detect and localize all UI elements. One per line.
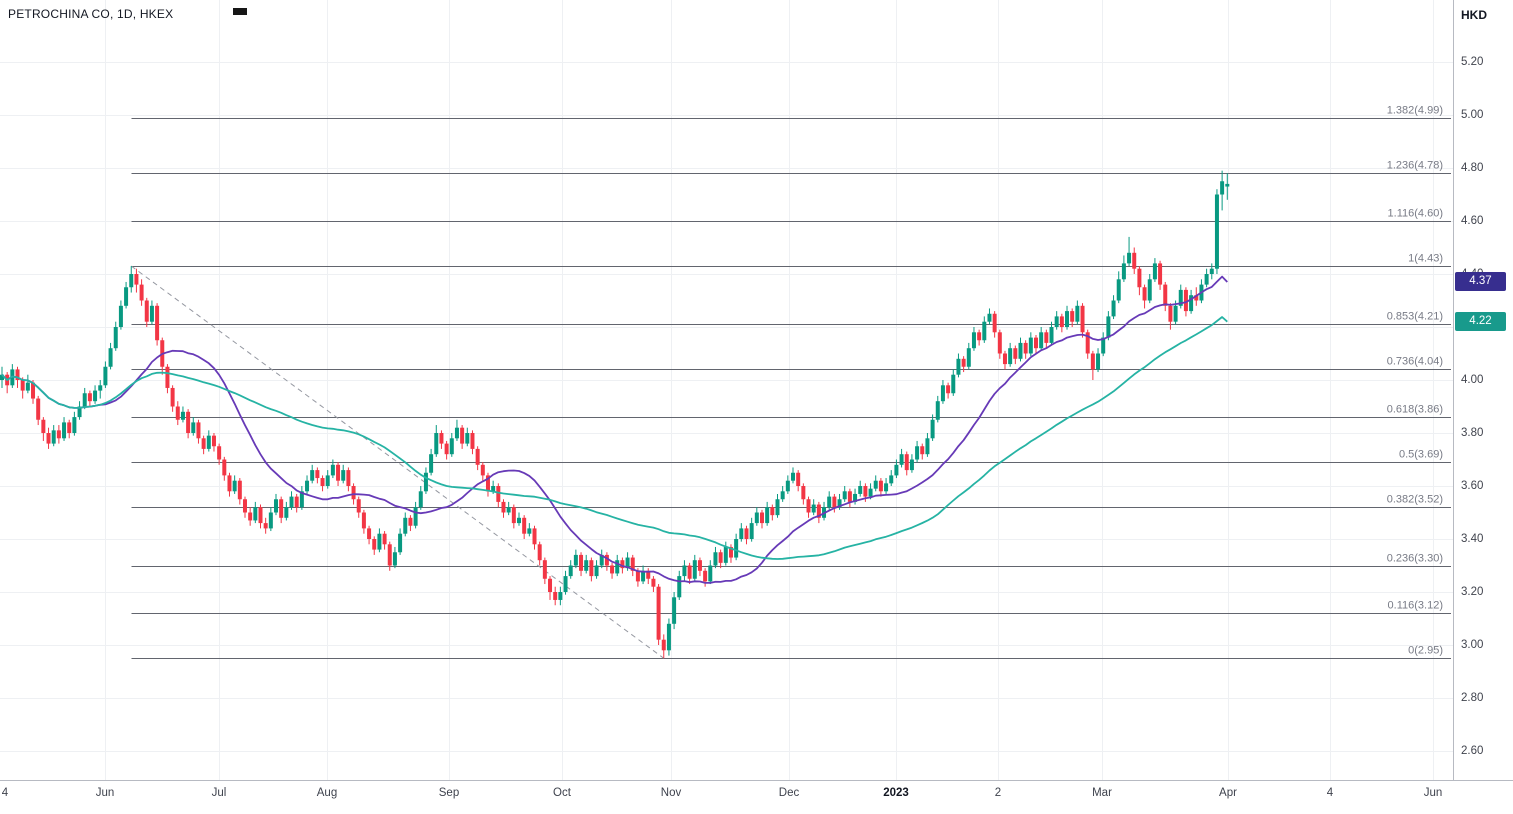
time-label[interactable]: 4: [1326, 787, 1334, 799]
price-tick: 4.80: [1461, 162, 1484, 174]
h-gridlines: [0, 62, 1453, 752]
time-label[interactable]: Jun: [1423, 787, 1443, 799]
time-label[interactable]: Jul: [211, 787, 227, 799]
currency-label: HKD: [1461, 8, 1487, 22]
time-label[interactable]: 4: [1, 787, 9, 799]
time-label[interactable]: 2: [994, 787, 1002, 799]
price-tick: 4.00: [1461, 374, 1484, 386]
price-tick: 2.60: [1461, 745, 1484, 757]
fib-level-label: 1.116(4.60): [1388, 208, 1443, 220]
candles-series[interactable]: [0, 170, 1230, 659]
price-tick: 4.60: [1461, 215, 1484, 227]
symbol-title[interactable]: PETROCHINA CO, 1D, HKEX: [8, 7, 174, 21]
fib-trendline[interactable]: [130, 265, 665, 659]
fib-levels[interactable]: 1.382(4.99) 1.236(4.78) 1.116(4.60) 1(4.43)…: [131, 105, 1451, 659]
price-tick: 5.00: [1461, 109, 1484, 121]
price-tick: 5.20: [1461, 56, 1484, 68]
fib-level-label: 0.5(3.69): [1399, 449, 1443, 461]
top-marker: [233, 8, 247, 15]
price-tick: 3.40: [1461, 533, 1484, 545]
fib-level-label: 0.382(3.52): [1387, 494, 1443, 506]
time-label[interactable]: Jun: [95, 787, 115, 799]
time-label[interactable]: Oct: [553, 787, 571, 799]
fib-level-label: 0.116(3.12): [1388, 600, 1443, 612]
ma-slow-price-badge: 4.22: [1455, 312, 1506, 332]
v-gridlines: [105, 0, 1434, 780]
price-axis[interactable]: HKD 5.205.004.804.604.404.204.003.803.60…: [1453, 0, 1513, 814]
price-tick: 3.60: [1461, 480, 1484, 492]
fib-level-label: 1.382(4.99): [1387, 105, 1443, 117]
time-label[interactable]: Nov: [660, 787, 682, 799]
fib-level-label: 0.618(3.86): [1387, 404, 1443, 416]
price-tick: 3.80: [1461, 427, 1484, 439]
time-label[interactable]: Aug: [316, 787, 338, 799]
time-label[interactable]: Apr: [1219, 787, 1237, 799]
fib-level-label: 1.236(4.78): [1387, 160, 1443, 172]
time-label[interactable]: Mar: [1092, 787, 1112, 799]
fib-level-label: 1(4.43): [1408, 253, 1443, 265]
fib-level-label: 0.736(4.04): [1387, 356, 1443, 368]
fib-level-label: 0(2.95): [1408, 645, 1443, 657]
ma-fast-line[interactable]: [1, 275, 1228, 584]
ma-fast-price-badge: 4.37: [1455, 272, 1506, 292]
time-label[interactable]: Dec: [778, 787, 800, 799]
fib-level-label: 0.236(3.30): [1387, 553, 1443, 565]
time-label[interactable]: 2023: [883, 787, 909, 799]
time-label[interactable]: Sep: [438, 787, 460, 799]
price-tick: 2.80: [1461, 692, 1484, 704]
price-chart[interactable]: 1.382(4.99) 1.236(4.78) 1.116(4.60) 1(4.43)…: [0, 0, 1453, 780]
price-tick: 3.00: [1461, 639, 1484, 651]
fib-level-label: 0.853(4.21): [1387, 311, 1443, 323]
price-tick: 3.20: [1461, 586, 1484, 598]
ma-slow-line[interactable]: [1, 316, 1228, 560]
time-axis[interactable]: 4 Jun Jul Aug Sep Oct Nov Dec 2023 2 Mar Apr 4 Jun: [0, 780, 1513, 814]
